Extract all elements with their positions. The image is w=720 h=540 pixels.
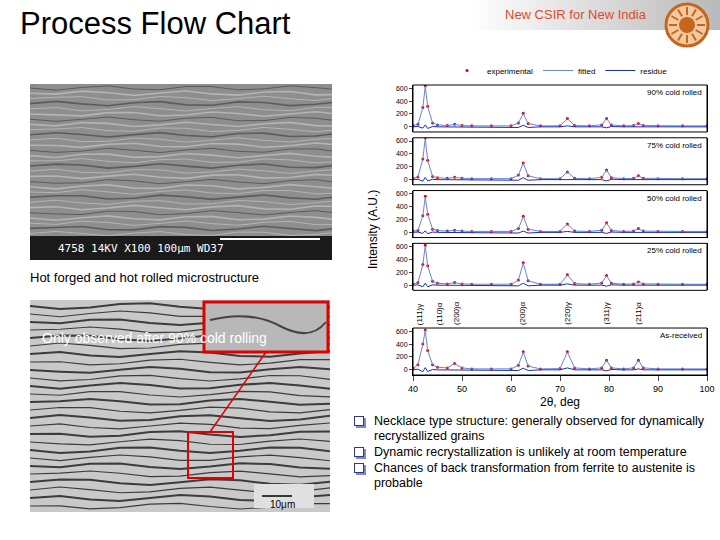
svg-text:70: 70 bbox=[555, 384, 565, 394]
html-text:Chances of back transformation: Chances of back transformation from ferr… bbox=[374, 461, 695, 490]
svg-text:50: 50 bbox=[457, 384, 467, 394]
svg-text:(220)γ: (220)γ bbox=[563, 302, 572, 325]
html-text:Dynamic recrystallization is u: Dynamic recrystallization is unlikely at… bbox=[374, 445, 687, 459]
svg-text:50% cold rolled: 50% cold rolled bbox=[647, 194, 702, 203]
svg-text:200: 200 bbox=[396, 353, 408, 360]
svg-text:200: 200 bbox=[396, 216, 408, 223]
svg-text:75% cold rolled: 75% cold rolled bbox=[647, 141, 702, 150]
html-text:Hot forged and hot rolled micr: Hot forged and hot rolled microstructure bbox=[30, 270, 260, 285]
svg-text:600: 600 bbox=[396, 137, 408, 144]
svg-text:600: 600 bbox=[396, 243, 408, 250]
svg-text:400: 400 bbox=[396, 98, 408, 105]
svg-text:As-received: As-received bbox=[660, 331, 702, 340]
svg-text:400: 400 bbox=[396, 150, 408, 157]
html-text:Process Flow Chart: Process Flow Chart bbox=[20, 6, 291, 41]
svg-text:600: 600 bbox=[396, 328, 408, 335]
svg-text:(211)α: (211)α bbox=[634, 302, 643, 325]
svg-text:0: 0 bbox=[404, 366, 408, 373]
svg-text:10μm: 10μm bbox=[270, 499, 295, 510]
svg-text:400: 400 bbox=[396, 341, 408, 348]
svg-text:fitted: fitted bbox=[578, 67, 595, 76]
svg-text:200: 200 bbox=[396, 110, 408, 117]
svg-text:200: 200 bbox=[396, 163, 408, 170]
svg-text:2θ, deg: 2θ, deg bbox=[540, 395, 580, 409]
svg-text:(110)α: (110)α bbox=[435, 302, 444, 325]
html-text:Only observed after 90% cold r: Only observed after 90% cold rolling bbox=[42, 330, 267, 346]
svg-text:(311)γ: (311)γ bbox=[602, 302, 611, 324]
svg-text:0: 0 bbox=[404, 229, 408, 236]
svg-text:4758 14KV X100 100μm WD37: 4758 14KV X100 100μm WD37 bbox=[58, 242, 224, 255]
html-text:New CSIR for New India: New CSIR for New India bbox=[505, 7, 646, 22]
html-text:Necklace type structure: gener: Necklace type structure: generally obser… bbox=[374, 414, 704, 443]
svg-text:200: 200 bbox=[396, 269, 408, 276]
svg-text:0: 0 bbox=[404, 176, 408, 183]
svg-text:600: 600 bbox=[396, 190, 408, 197]
svg-text:25% cold rolled: 25% cold rolled bbox=[647, 246, 702, 255]
svg-text:400: 400 bbox=[396, 203, 408, 210]
svg-text:Intensity (A.U.): Intensity (A.U.) bbox=[366, 190, 380, 269]
svg-text:0: 0 bbox=[404, 282, 408, 289]
svg-text:600: 600 bbox=[396, 85, 408, 92]
svg-text:100: 100 bbox=[699, 384, 714, 394]
svg-text:40: 40 bbox=[408, 384, 418, 394]
svg-text:experimental: experimental bbox=[487, 67, 533, 76]
svg-text:residue: residue bbox=[640, 67, 667, 76]
svg-text:(200)α: (200)α bbox=[518, 301, 527, 325]
svg-text:(200)α: (200)α bbox=[452, 301, 461, 325]
svg-text:400: 400 bbox=[396, 256, 408, 263]
svg-text:90% cold rolled: 90% cold rolled bbox=[647, 88, 702, 97]
svg-text:(111)γ: (111)γ bbox=[415, 304, 424, 326]
svg-text:60: 60 bbox=[506, 384, 516, 394]
svg-text:0: 0 bbox=[404, 123, 408, 130]
svg-text:80: 80 bbox=[604, 384, 614, 394]
svg-text:90: 90 bbox=[653, 384, 663, 394]
